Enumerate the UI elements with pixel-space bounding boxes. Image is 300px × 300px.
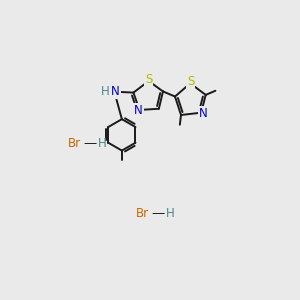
Text: S: S xyxy=(187,75,194,88)
Text: H: H xyxy=(166,207,175,220)
Text: —: — xyxy=(83,137,96,150)
Text: S: S xyxy=(145,73,152,86)
Text: N: N xyxy=(134,104,142,117)
Text: N: N xyxy=(199,107,208,120)
Text: H: H xyxy=(101,85,110,98)
Text: Br: Br xyxy=(68,137,81,150)
Text: N: N xyxy=(111,85,120,98)
Text: Br: Br xyxy=(136,207,149,220)
Text: —: — xyxy=(151,207,164,220)
Text: H: H xyxy=(98,137,106,150)
